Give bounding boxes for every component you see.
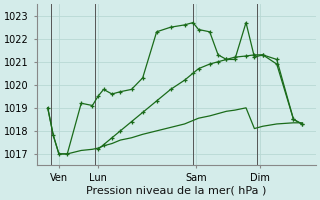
- X-axis label: Pression niveau de la mer( hPa ): Pression niveau de la mer( hPa ): [86, 186, 266, 196]
